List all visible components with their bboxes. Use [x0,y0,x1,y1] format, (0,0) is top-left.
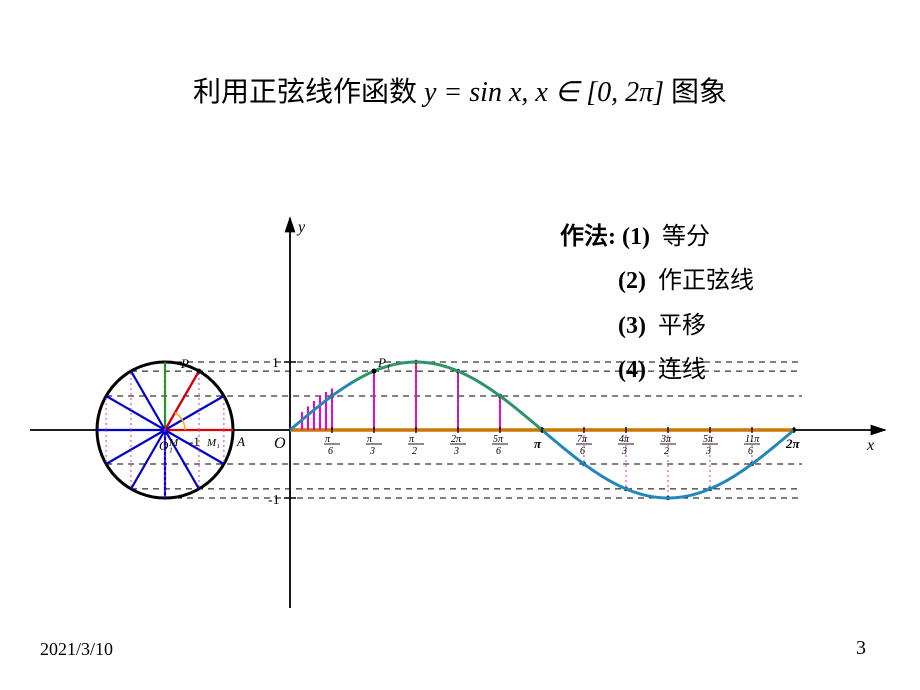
footer-page: 3 [856,637,866,660]
svg-text:π: π [325,434,331,445]
svg-text:2π: 2π [785,436,801,451]
svg-text:-1: -1 [189,434,200,449]
title-prefix: 利用正弦线作函数 [193,77,424,108]
svg-text:5π: 5π [703,434,714,445]
svg-text:7π: 7π [577,434,588,445]
svg-text:11π: 11π [745,434,760,445]
svg-text:2π: 2π [451,434,462,445]
svg-text:2: 2 [664,446,669,457]
svg-text:6: 6 [328,446,333,457]
svg-text:6: 6 [748,446,753,457]
svg-text:π: π [409,434,415,445]
svg-text:4π: 4π [619,434,630,445]
svg-text:x: x [866,437,874,454]
sine-diagram: OO₁yxAM₁M1-1PP₁-1π6π3π22π35π6π7π64π33π25… [30,200,890,625]
svg-text:-1: -1 [268,493,280,508]
svg-text:3: 3 [453,446,459,457]
svg-text:1: 1 [272,356,279,371]
svg-text:P: P [180,356,189,371]
slide-title: 利用正弦线作函数 y = sin x, x ∈ [0, 2π] 图象 [0,70,920,110]
svg-text:6: 6 [496,446,501,457]
svg-text:3π: 3π [660,434,672,445]
svg-text:P₁: P₁ [377,355,390,370]
svg-text:2: 2 [412,446,417,457]
svg-text:O: O [274,435,286,452]
svg-text:3: 3 [705,446,711,457]
svg-text:y: y [296,219,306,236]
svg-text:3: 3 [621,446,627,457]
footer-date: 2021/3/10 [40,639,113,660]
svg-text:5π: 5π [493,434,504,445]
svg-text:M₁: M₁ [206,437,220,449]
svg-text:6: 6 [580,446,585,457]
title-formula: y = sin x, x ∈ [0, 2π] [424,77,664,108]
svg-text:π: π [534,436,542,451]
title-suffix: 图象 [671,77,727,108]
svg-text:A: A [236,434,245,449]
svg-text:3: 3 [369,446,375,457]
svg-text:M: M [168,437,179,449]
svg-text:π: π [367,434,373,445]
